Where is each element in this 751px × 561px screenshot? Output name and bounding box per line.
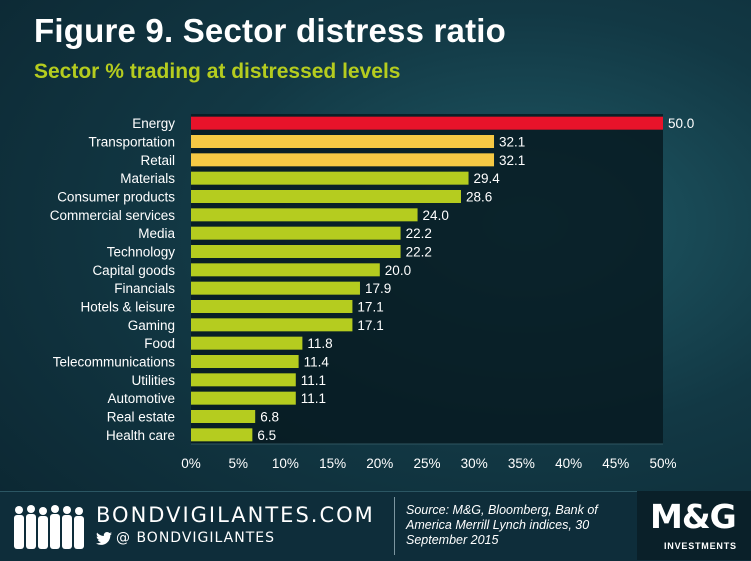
value-label-3: 29.4	[474, 171, 501, 186]
x-tick-label-2: 10%	[272, 456, 299, 471]
category-label-15: Automotive	[107, 391, 175, 406]
twitter-bird-icon	[96, 531, 112, 545]
source-note: Source: M&G, Bloomberg, Bank of America …	[406, 503, 598, 547]
bar-2	[191, 153, 495, 167]
bar-16	[191, 410, 256, 423]
category-label-3: Materials	[120, 171, 175, 186]
x-tick-label-6: 30%	[461, 456, 488, 471]
category-label-13: Telecommunications	[53, 355, 176, 370]
value-label-16: 6.8	[260, 410, 279, 425]
bar-11	[191, 318, 353, 332]
category-label-8: Capital goods	[92, 263, 175, 278]
bar-10	[191, 300, 353, 313]
x-tick-label-4: 20%	[366, 456, 393, 471]
value-label-12: 11.8	[307, 336, 332, 351]
value-label-8: 20.0	[385, 263, 411, 278]
value-label-9: 17.9	[365, 281, 391, 296]
x-tick-label-10: 50%	[649, 456, 676, 471]
bar-8	[191, 263, 380, 277]
value-label-4: 28.6	[466, 190, 492, 205]
category-label-9: Financials	[114, 281, 175, 296]
category-label-2: Retail	[140, 153, 175, 168]
bar-6	[191, 226, 401, 240]
value-label-0: 50.0	[668, 116, 694, 131]
bar-13	[191, 355, 299, 368]
value-label-15: 11.1	[301, 391, 326, 406]
bar-9	[191, 281, 360, 295]
category-label-14: Utilities	[131, 373, 175, 388]
value-label-13: 11.4	[304, 355, 330, 370]
category-label-4: Consumer products	[57, 190, 175, 205]
value-label-6: 22.2	[406, 226, 432, 241]
value-label-14: 11.1	[301, 373, 326, 388]
value-label-11: 17.1	[357, 318, 383, 333]
footer-bar	[0, 491, 751, 561]
x-tick-label-8: 40%	[555, 456, 582, 471]
category-label-5: Commercial services	[50, 208, 176, 223]
twitter-handle-link[interactable]: @ BONDVIGILANTES	[96, 530, 275, 546]
value-label-2: 32.1	[499, 153, 525, 168]
x-tick-label-0: 0%	[181, 456, 201, 471]
x-tick-label-9: 45%	[602, 456, 629, 471]
category-label-12: Food	[144, 336, 175, 351]
category-label-0: Energy	[132, 116, 175, 131]
bar-chart: Energy 50.0 Transportation 32.1 Retail 32.1 Ma…	[50, 114, 694, 471]
bar-14	[191, 373, 296, 387]
plot-area	[191, 114, 663, 444]
value-label-1: 32.1	[499, 135, 525, 150]
category-label-10: Hotels & leisure	[80, 300, 175, 315]
x-tick-label-7: 35%	[508, 456, 535, 471]
value-label-10: 17.1	[357, 300, 383, 315]
bar-3	[191, 171, 469, 185]
bar-0	[191, 116, 663, 130]
category-label-7: Technology	[107, 245, 176, 260]
chart-title: Figure 9. Sector distress ratio	[34, 12, 507, 49]
bar-5	[191, 208, 418, 222]
brand-link[interactable]: BONDVIGILANTES.COM	[96, 503, 375, 527]
bar-17	[191, 428, 253, 442]
chart-subtitle: Sector % trading at distressed levels	[34, 60, 401, 83]
people-silhouettes-icon	[14, 505, 84, 549]
category-label-16: Real estate	[107, 410, 175, 425]
value-label-5: 24.0	[423, 208, 449, 223]
value-label-7: 22.2	[406, 245, 432, 260]
bar-1	[191, 135, 495, 148]
bar-4	[191, 190, 461, 203]
mg-logo: M&G	[650, 497, 737, 536]
footer-divider	[394, 497, 395, 555]
category-label-11: Gaming	[128, 318, 175, 333]
category-label-6: Media	[138, 226, 175, 241]
mg-logo-subtitle: INVESTMENTS	[664, 541, 737, 551]
x-tick-label-3: 15%	[319, 456, 346, 471]
twitter-handle-text: @ BONDVIGILANTES	[116, 530, 275, 546]
category-label-17: Health care	[106, 428, 175, 443]
logo-box	[637, 491, 751, 560]
value-label-17: 6.5	[257, 428, 276, 443]
x-tick-label-5: 25%	[413, 456, 440, 471]
bar-15	[191, 391, 296, 405]
bar-12	[191, 336, 303, 350]
x-tick-label-1: 5%	[228, 456, 248, 471]
category-label-1: Transportation	[88, 135, 175, 150]
bar-7	[191, 245, 401, 258]
